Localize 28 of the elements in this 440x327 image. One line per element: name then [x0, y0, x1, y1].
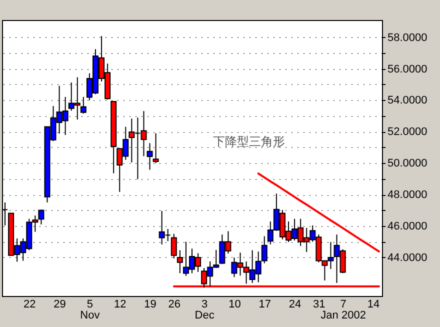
x-tick-label: 5 Nov [80, 298, 100, 322]
x-tick-label: 19 [144, 298, 156, 310]
candlestick [152, 132, 159, 164]
x-tick-label: 12 [114, 298, 126, 310]
y-tick-label: 58.0000 [388, 32, 428, 44]
y-tick-label: 48.0000 [388, 189, 428, 202]
x-tick-label: 14 [367, 298, 380, 310]
candlestick [80, 96, 86, 114]
x-tick-label: 22 [24, 298, 36, 310]
x-tick-label: 31 [313, 298, 326, 310]
line-series [257, 172, 380, 252]
candlestick [38, 209, 44, 225]
y-tick-label: 50.0000 [388, 158, 428, 170]
y-tick-label: 54.0000 [388, 94, 428, 107]
x-tick-label: 17 [258, 298, 272, 310]
x-tick-label: 3 Dec [194, 298, 215, 322]
candlestick [146, 142, 153, 170]
y-tick-label: 52.0000 [388, 126, 428, 138]
y-tick-label: 44.0000 [388, 252, 428, 264]
annotation: 下降型三角形 [213, 134, 285, 148]
candlestick [170, 233, 177, 259]
x-tick-label: 26 [168, 298, 181, 310]
x-tick-label: 10 [228, 298, 241, 310]
y-tick-label: 46.0000 [388, 220, 428, 233]
y-tick-label: 56.0000 [388, 63, 428, 76]
x-tick-label: 24 [288, 298, 302, 310]
candlestick [176, 250, 183, 274]
x-tick-label: 29 [54, 298, 66, 310]
